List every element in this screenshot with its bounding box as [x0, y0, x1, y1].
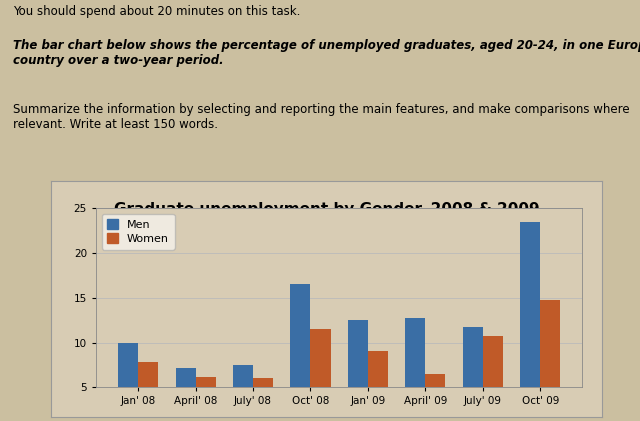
Bar — [253, 378, 273, 421]
Bar — [483, 336, 503, 421]
Text: Graduate unemployment by Gender, 2008 & 2009: Graduate unemployment by Gender, 2008 & … — [113, 202, 540, 217]
Bar — [310, 329, 331, 421]
Bar — [368, 352, 388, 421]
Bar — [175, 368, 196, 421]
Legend: Men, Women: Men, Women — [102, 214, 175, 250]
Text: You should spend about 20 minutes on this task.: You should spend about 20 minutes on thi… — [13, 5, 300, 18]
Bar — [291, 284, 310, 421]
Bar — [540, 299, 560, 421]
Text: The bar chart below shows the percentage of unemployed graduates, aged 20-24, in: The bar chart below shows the percentage… — [13, 39, 640, 67]
Bar — [426, 374, 445, 421]
Bar — [196, 376, 216, 421]
Bar — [138, 362, 158, 421]
Bar — [405, 318, 426, 421]
Bar — [520, 221, 540, 421]
Bar — [233, 365, 253, 421]
Text: Summarize the information by selecting and reporting the main features, and make: Summarize the information by selecting a… — [13, 103, 629, 131]
Bar — [463, 327, 483, 421]
Bar — [348, 320, 368, 421]
Bar — [118, 343, 138, 421]
